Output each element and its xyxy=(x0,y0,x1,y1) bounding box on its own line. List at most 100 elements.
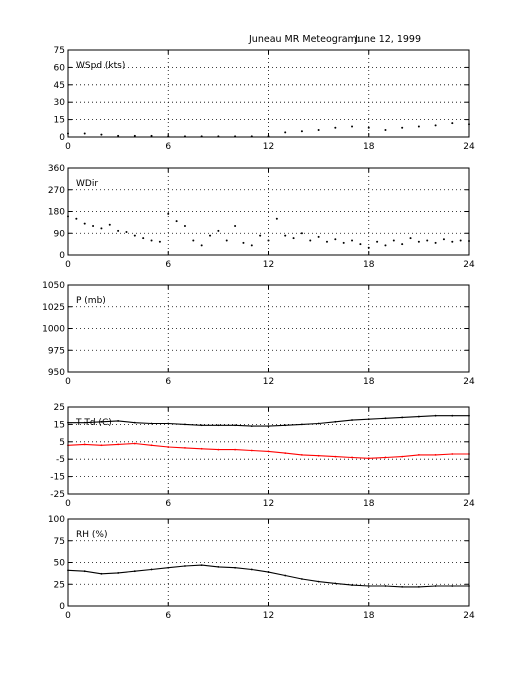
data-point xyxy=(301,578,303,580)
data-point xyxy=(300,130,303,133)
chart-date: June 12, 1999 xyxy=(354,34,421,45)
y-tick-label: 1025 xyxy=(42,303,65,313)
data-point xyxy=(451,414,454,417)
data-point xyxy=(451,240,454,243)
y-tick-label: 0 xyxy=(59,133,65,143)
panel-0: 0 6 12 18 24 0 15 30 45 60 75 WSpd (kts) xyxy=(54,46,475,152)
data-point xyxy=(301,453,303,456)
data-point xyxy=(409,237,412,240)
x-tick-label: 18 xyxy=(363,377,375,387)
data-point xyxy=(359,243,362,246)
data-point xyxy=(100,444,103,447)
data-point xyxy=(442,238,445,241)
data-point xyxy=(200,424,203,427)
data-point xyxy=(217,565,220,568)
data-point xyxy=(434,241,437,244)
data-point xyxy=(459,239,462,242)
data-point xyxy=(334,238,337,241)
data-point xyxy=(351,584,353,587)
data-point xyxy=(317,129,320,132)
data-point xyxy=(384,129,387,132)
data-point xyxy=(133,570,136,573)
panel-label: T Td (C) xyxy=(75,418,112,428)
data-point xyxy=(384,456,387,459)
data-point xyxy=(158,240,161,243)
data-point xyxy=(150,444,153,447)
y-tick-label: 60 xyxy=(54,63,66,73)
panel-label: WSpd (kts) xyxy=(76,61,125,71)
data-point xyxy=(325,240,328,243)
data-point xyxy=(100,572,103,575)
data-point xyxy=(367,418,370,421)
data-point xyxy=(117,134,120,137)
data-point xyxy=(284,574,287,577)
data-point xyxy=(376,240,379,243)
x-tick-label: 18 xyxy=(363,499,375,509)
series-0 xyxy=(67,212,470,249)
y-tick-label: 75 xyxy=(54,46,65,56)
data-point xyxy=(142,237,145,240)
panel-2: 0 6 12 18 24 950 975 1000 1025 1050 P (mb) xyxy=(42,281,475,387)
data-point xyxy=(309,239,312,242)
data-point xyxy=(417,240,420,243)
data-point xyxy=(284,452,287,455)
x-tick-label: 18 xyxy=(363,142,375,152)
data-point xyxy=(317,235,320,238)
x-tick-label: 0 xyxy=(65,499,71,509)
x-tick-label: 6 xyxy=(165,377,171,387)
y-tick-label: 25 xyxy=(54,580,65,590)
y-tick-label: 100 xyxy=(48,515,65,525)
data-point xyxy=(259,234,262,237)
series-0 xyxy=(67,564,470,588)
data-point xyxy=(175,220,178,223)
data-point xyxy=(217,229,220,232)
x-tick-label: 6 xyxy=(165,611,171,621)
data-point xyxy=(167,212,170,215)
x-tick-label: 18 xyxy=(363,611,375,621)
data-point xyxy=(384,417,387,420)
data-point xyxy=(417,585,420,588)
data-point xyxy=(434,585,437,587)
data-point xyxy=(100,133,103,136)
data-point xyxy=(184,446,186,449)
y-tick-label: 180 xyxy=(48,208,65,218)
data-point xyxy=(317,454,320,457)
y-tick-label: 1000 xyxy=(42,325,65,335)
data-point xyxy=(392,239,395,242)
y-tick-label: 45 xyxy=(54,81,65,91)
data-point xyxy=(417,415,420,418)
data-point xyxy=(217,424,220,427)
data-point xyxy=(200,564,203,567)
panel-4: 0 6 12 18 24 0 25 50 75 100 RH (%) xyxy=(48,515,475,621)
data-point xyxy=(451,122,454,125)
data-point xyxy=(125,231,128,234)
data-point xyxy=(83,421,86,424)
data-point xyxy=(267,425,270,428)
x-tick-label: 12 xyxy=(263,142,274,152)
data-point xyxy=(150,134,153,137)
data-point xyxy=(234,225,237,227)
data-point xyxy=(200,244,203,247)
data-point xyxy=(83,443,86,446)
y-tick-label: 0 xyxy=(59,251,65,261)
y-tick-label: 950 xyxy=(48,368,65,378)
data-point xyxy=(75,217,78,220)
panel-label: RH (%) xyxy=(76,530,107,540)
data-point xyxy=(83,132,86,135)
data-point xyxy=(351,239,354,242)
data-point xyxy=(267,571,270,573)
data-point xyxy=(92,225,95,227)
data-point xyxy=(184,423,186,426)
data-point xyxy=(401,243,404,246)
data-point xyxy=(434,414,437,417)
data-point xyxy=(284,131,287,134)
data-point xyxy=(83,222,86,225)
data-point xyxy=(117,229,120,232)
y-tick-label: 975 xyxy=(48,346,65,356)
data-point xyxy=(192,239,195,242)
data-point xyxy=(117,572,120,574)
x-tick-label: 24 xyxy=(463,377,475,387)
data-point xyxy=(209,234,212,237)
y-tick-label: 90 xyxy=(54,229,66,239)
